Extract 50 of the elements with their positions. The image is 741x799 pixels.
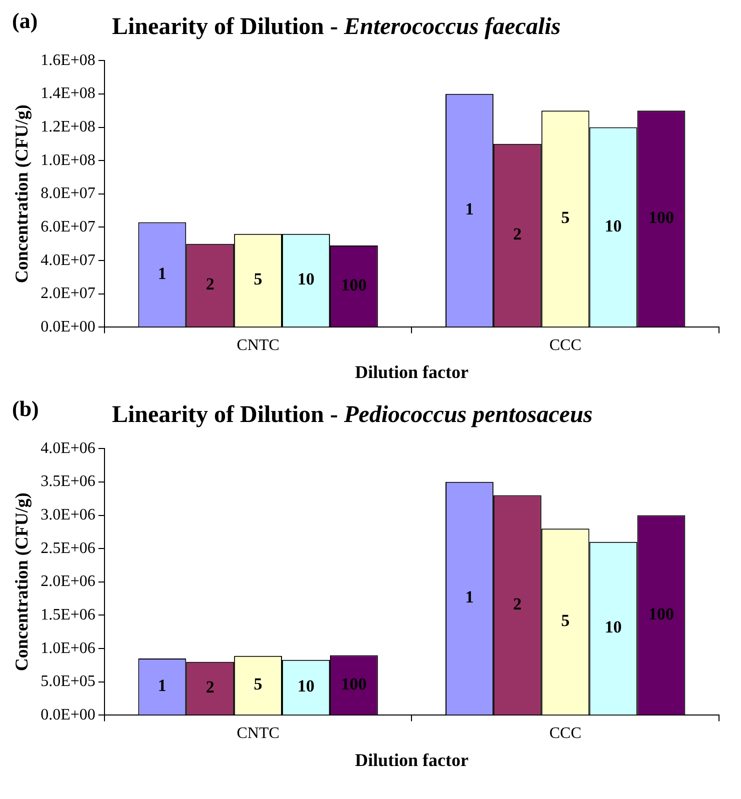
y-tick-label: 3.5E+06 <box>40 473 96 490</box>
text: 1 <box>465 588 474 607</box>
x-axis-title: Dilution factor <box>354 750 468 770</box>
text: (b) <box>12 396 39 421</box>
y-tick-label: 1.4E+08 <box>40 85 96 102</box>
y-tick-label: 2.5E+06 <box>40 540 96 557</box>
y-tick-label: 0.0E+00 <box>40 318 96 336</box>
y-tick-label: 1.5E+06 <box>40 606 96 624</box>
y-tick-label: 1.2E+08 <box>40 118 96 136</box>
text: 1 <box>158 264 166 283</box>
y-axis-title: Concentration (CFU/g) <box>11 104 32 284</box>
y-tick-label: 1.6E+08 <box>40 52 96 69</box>
series-label: 10 <box>604 216 622 236</box>
chart-title: Linearity of Dilution - Pediococcus pentosaceus <box>112 402 593 428</box>
series-label: 100 <box>648 604 674 624</box>
y-axis-title: Concentration (CFU/g) <box>11 492 32 672</box>
x-tick-label: CCC <box>549 725 582 742</box>
y-tick-label: 2.0E+06 <box>40 573 96 590</box>
series-label: 100 <box>648 208 674 228</box>
text: 5 <box>561 611 570 630</box>
y-tick-label: 1.0E+06 <box>40 640 96 657</box>
text: 10 <box>297 270 314 289</box>
x-tick-label: CNTC <box>236 725 280 742</box>
text: 5 <box>561 208 570 228</box>
series-label: 5 <box>254 674 262 694</box>
text: 100 <box>341 276 367 295</box>
text: 100 <box>341 674 367 694</box>
y-tick-label: 3.0E+06 <box>40 506 96 524</box>
series-label: 2 <box>206 678 214 697</box>
y-tick-label: 6.0E+07 <box>40 218 96 236</box>
text: (a) <box>12 8 38 33</box>
y-tick-label: 1.0E+08 <box>40 152 96 169</box>
y-tick-label: 4.0E+06 <box>40 440 96 457</box>
text: 2 <box>513 594 522 614</box>
y-tick-label: 0.0E+00 <box>40 706 96 724</box>
y-tick-label: 2.0E+07 <box>40 285 96 302</box>
y-tick-label: 5.0E+05 <box>40 673 96 690</box>
x-tick-label: CCC <box>549 337 582 354</box>
series-label: 10 <box>604 618 622 637</box>
series-label: 1 <box>158 676 166 696</box>
series-label: 5 <box>254 270 262 289</box>
text: 2 <box>206 274 214 294</box>
y-tick-label: 4.0E+07 <box>40 252 96 269</box>
series-label: 1 <box>465 200 474 219</box>
series-label: 2 <box>513 224 522 244</box>
text: 10 <box>297 676 314 696</box>
y-tick-label: 8.0E+07 <box>40 185 96 202</box>
x-axis-title: Dilution factor <box>354 362 468 382</box>
chart-title: Linearity of Dilution - Enterococcus faecalis <box>112 14 561 40</box>
x-tick-label: CNTC <box>236 337 280 354</box>
